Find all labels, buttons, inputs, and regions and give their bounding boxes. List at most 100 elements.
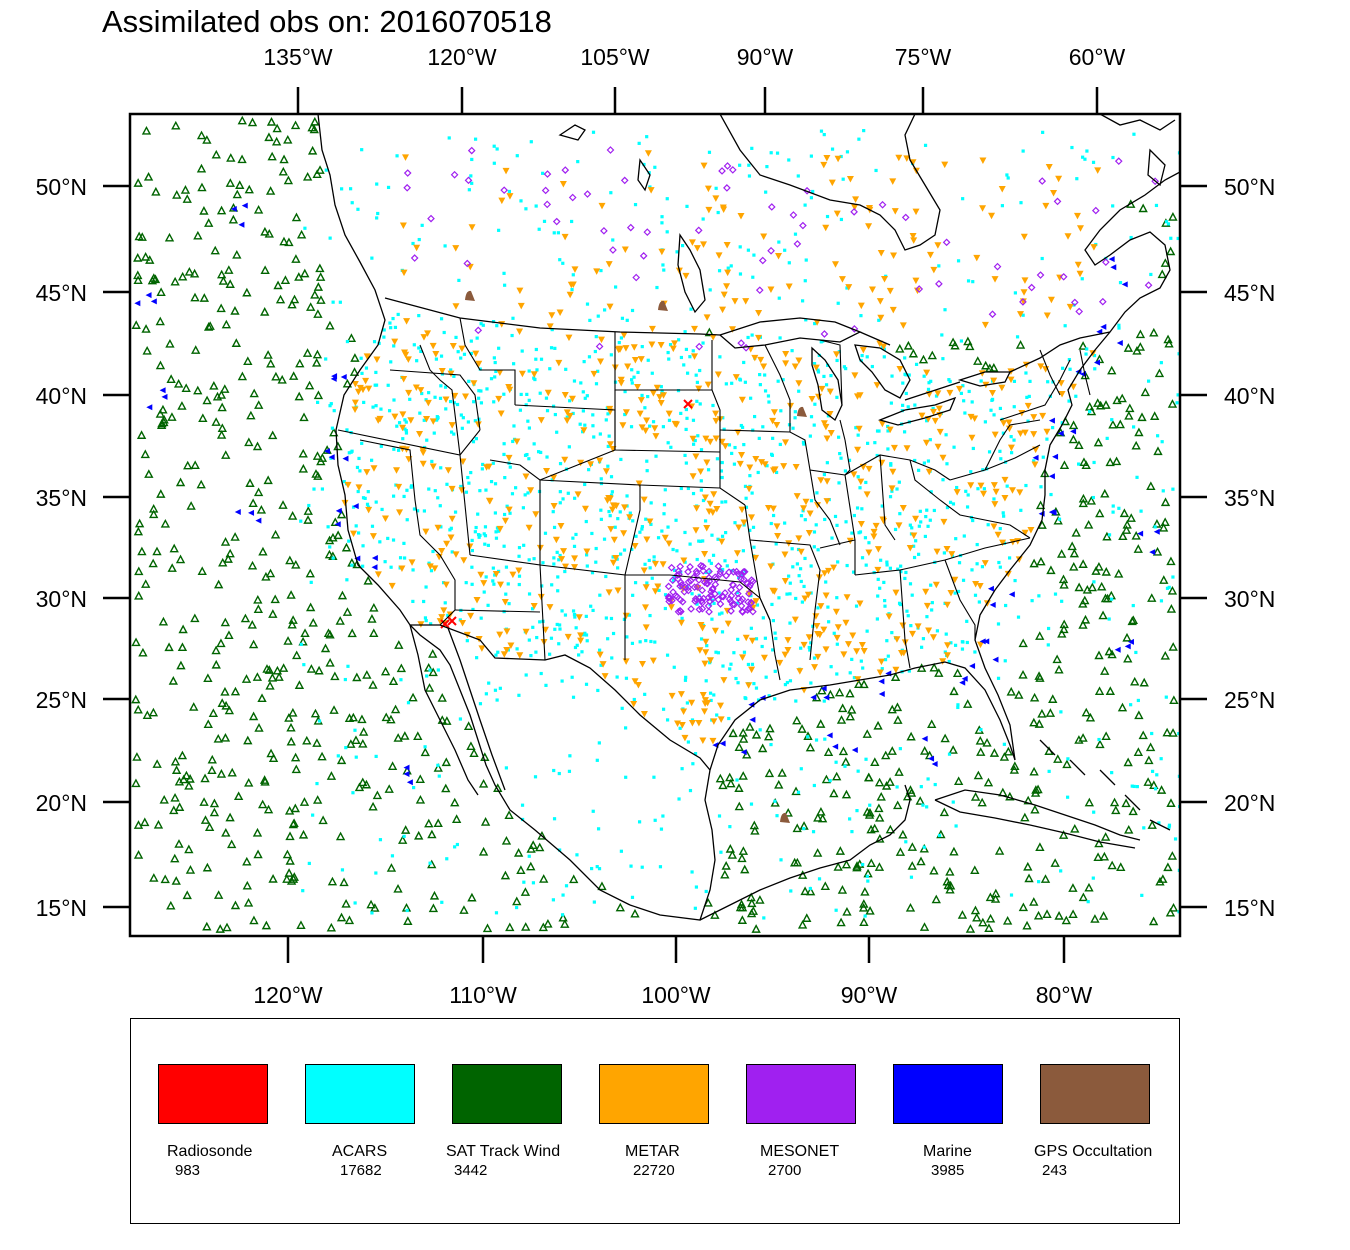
acars-marker: [997, 560, 1001, 565]
acars-marker: [552, 817, 557, 821]
acars-marker: [679, 486, 683, 491]
legend-label-gps-occultation: GPS Occultation: [1034, 1143, 1153, 1160]
sat-track-wind-marker: [520, 887, 531, 896]
sat-track-wind-marker: [1145, 742, 1156, 752]
legend-swatch-acars: [305, 1064, 415, 1124]
acars-marker: [375, 182, 379, 186]
acars-marker: [688, 788, 693, 793]
acars-marker: [868, 803, 872, 807]
sat-track-wind-marker: [1131, 530, 1141, 540]
acars-marker: [552, 562, 556, 566]
acars-marker: [493, 688, 498, 692]
metar-marker: [606, 441, 614, 448]
acars-marker: [823, 517, 827, 522]
metar-marker: [863, 491, 871, 498]
acars-marker: [585, 639, 589, 643]
acars-marker: [571, 536, 575, 540]
acars-marker: [824, 580, 828, 584]
mesonet-marker: [541, 186, 550, 195]
sat-track-wind-marker: [237, 154, 247, 164]
mesonet-marker: [729, 581, 738, 589]
metar-marker: [981, 321, 989, 329]
sat-track-wind-marker: [1121, 798, 1131, 808]
acars-marker: [640, 865, 644, 869]
acars-marker: [455, 842, 459, 847]
acars-marker: [427, 391, 431, 395]
acars-marker: [845, 286, 849, 290]
acars-marker: [744, 496, 748, 500]
metar-marker: [1076, 270, 1084, 278]
sat-track-wind-marker: [144, 469, 154, 478]
acars-marker: [342, 480, 346, 484]
mesonet-marker: [474, 326, 483, 335]
acars-marker: [372, 340, 377, 344]
acars-marker: [606, 444, 610, 449]
acars-marker: [793, 416, 797, 420]
marine-marker: [352, 503, 359, 510]
metar-marker: [407, 417, 415, 424]
acars-marker: [523, 493, 527, 497]
acars-marker: [930, 601, 934, 605]
acars-marker: [588, 318, 592, 323]
acars-marker: [459, 356, 463, 360]
sat-track-wind-marker: [158, 404, 168, 414]
mesonet-marker: [707, 591, 715, 600]
sat-track-wind-marker: [131, 694, 141, 704]
acars-marker: [404, 420, 408, 424]
metar-marker: [830, 564, 838, 572]
acars-marker: [730, 451, 734, 456]
acars-marker: [699, 539, 703, 543]
acars-marker: [594, 335, 598, 339]
acars-marker: [683, 453, 687, 458]
metar-marker: [680, 708, 688, 715]
sat-track-wind-marker: [863, 772, 874, 782]
sat-track-wind-marker: [973, 356, 983, 365]
sat-track-wind-marker: [149, 873, 159, 882]
sat-track-wind-marker: [271, 371, 281, 381]
sat-track-wind-marker: [136, 430, 147, 439]
acars-marker: [594, 382, 599, 386]
metar-marker: [925, 468, 933, 476]
metar-marker: [834, 155, 842, 163]
metar-marker: [399, 424, 407, 432]
acars-marker: [524, 673, 528, 677]
metar-marker: [724, 620, 732, 628]
acars-marker: [545, 409, 550, 413]
acars-marker: [424, 585, 428, 589]
acars-marker: [492, 144, 496, 148]
marine-marker: [1121, 281, 1128, 288]
metar-marker: [408, 559, 416, 566]
acars-marker: [454, 335, 458, 340]
sat-track-wind-marker: [415, 774, 425, 784]
sat-track-wind-marker: [225, 178, 236, 187]
left-lat-label: 35°N: [35, 485, 87, 511]
metar-marker: [462, 393, 470, 400]
acars-marker: [630, 378, 634, 382]
acars-marker: [363, 496, 367, 501]
sat-track-wind-marker: [291, 764, 301, 774]
acars-marker: [1132, 132, 1136, 136]
sat-track-wind-marker: [253, 604, 264, 613]
metar-marker: [873, 382, 881, 389]
sat-track-wind-marker: [463, 721, 474, 730]
metar-marker: [1073, 212, 1081, 220]
sat-track-wind-marker: [953, 776, 964, 785]
sat-track-wind-marker: [963, 336, 973, 346]
metar-marker: [733, 550, 741, 557]
sat-track-wind-marker: [934, 668, 944, 677]
sat-track-wind-marker: [242, 880, 252, 890]
sat-track-wind-marker: [137, 232, 147, 241]
sat-track-wind-marker: [718, 780, 728, 790]
metar-marker: [448, 515, 456, 523]
acars-marker: [798, 567, 803, 571]
acars-marker: [947, 378, 951, 382]
sat-track-wind-marker: [243, 898, 254, 907]
sat-track-wind-marker: [433, 818, 443, 828]
sat-track-wind-marker: [344, 713, 355, 722]
acars-marker: [662, 268, 666, 272]
acars-marker: [742, 442, 746, 447]
acars-marker: [719, 850, 723, 854]
metar-marker: [391, 413, 399, 421]
sat-track-wind-marker: [131, 637, 141, 647]
acars-marker: [763, 389, 768, 393]
